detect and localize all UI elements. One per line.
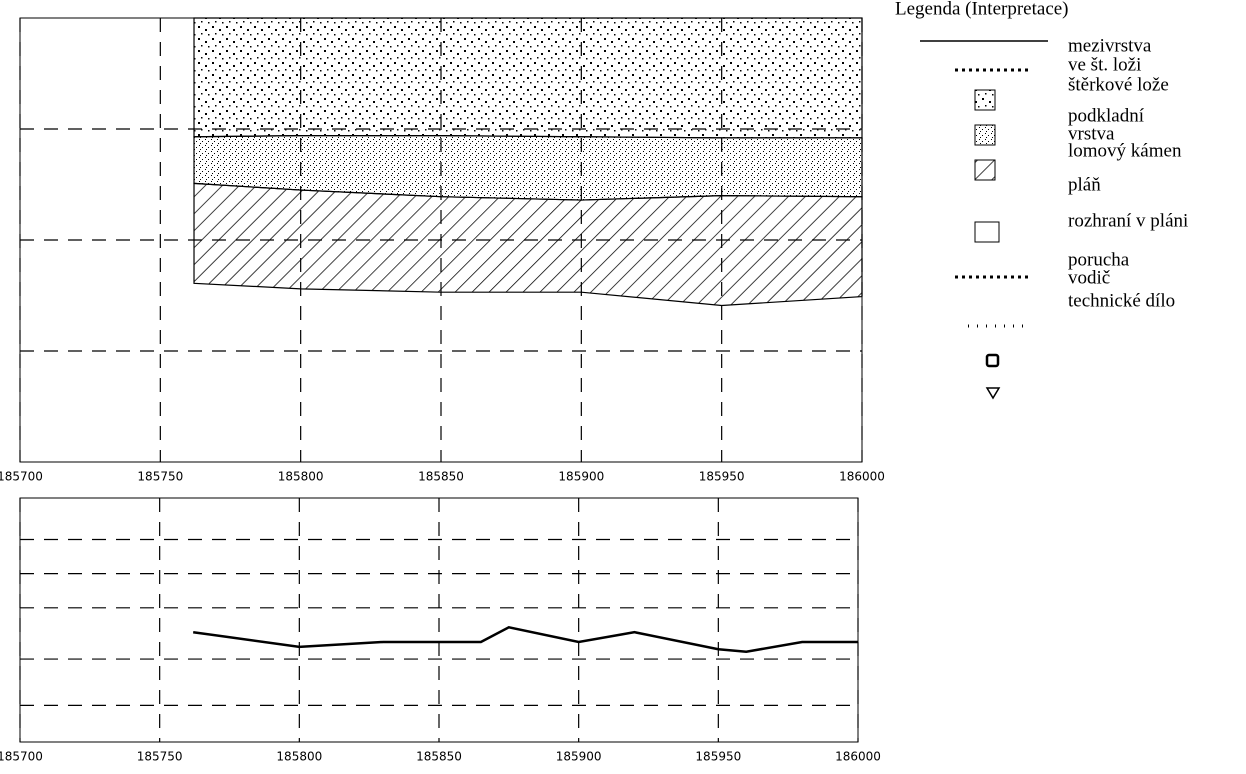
legend-symbol bbox=[974, 159, 996, 181]
x-tick-label: 185750 bbox=[137, 470, 183, 484]
plot-frame bbox=[19, 497, 859, 743]
line bbox=[193, 626, 858, 653]
x-tick-label: 185700 bbox=[0, 470, 43, 484]
legend-label: mezivrstva bbox=[1068, 35, 1152, 56]
x-tick-label: 186000 bbox=[835, 750, 881, 764]
x-tick-label: 185750 bbox=[137, 750, 183, 764]
x-tick-label: 185900 bbox=[558, 470, 604, 484]
legend-title: Legenda (Interpretace) bbox=[895, 0, 1069, 19]
x-tick-label: 186000 bbox=[839, 470, 885, 484]
layer bbox=[193, 17, 863, 139]
legend-label: vrstva bbox=[1068, 123, 1115, 144]
legend-symbol bbox=[974, 221, 1000, 243]
x-tick-label: 185900 bbox=[556, 750, 602, 764]
legend-label: porucha bbox=[1068, 249, 1130, 270]
x-tick-label: 185800 bbox=[276, 750, 322, 764]
x-tick-label: 185700 bbox=[0, 750, 43, 764]
legend-label: pláň bbox=[1068, 174, 1101, 195]
legend-label: technické dílo bbox=[1068, 290, 1175, 311]
x-tick-label: 185850 bbox=[416, 750, 462, 764]
layer bbox=[193, 182, 863, 307]
chart: 185700 185750 185800 185850 185900 185950 1860… bbox=[0, 497, 881, 764]
legend: Legenda (Interpretace) bbox=[895, 0, 1069, 400]
chart: 185700 185750 185800 185850 185900 185950 1860… bbox=[0, 17, 885, 484]
legend-symbol bbox=[974, 89, 996, 111]
legend-symbol bbox=[974, 124, 996, 146]
legend-label: lomový kámen bbox=[1068, 140, 1182, 161]
legend-label: rozhraní v pláni bbox=[1068, 210, 1188, 231]
legend-label: vodič bbox=[1068, 267, 1110, 288]
x-tick-label: 185800 bbox=[278, 470, 324, 484]
legend-label: podkladní bbox=[1068, 105, 1145, 126]
legend-symbol bbox=[985, 387, 1001, 400]
legend-symbol bbox=[985, 353, 1000, 368]
x-tick-label: 185850 bbox=[418, 470, 464, 484]
x-tick-label: 185950 bbox=[699, 470, 745, 484]
x-tick-label: 185950 bbox=[695, 750, 741, 764]
legend-label: štěrkové lože bbox=[1068, 74, 1169, 95]
legend-label: ve št. loži bbox=[1068, 54, 1141, 75]
